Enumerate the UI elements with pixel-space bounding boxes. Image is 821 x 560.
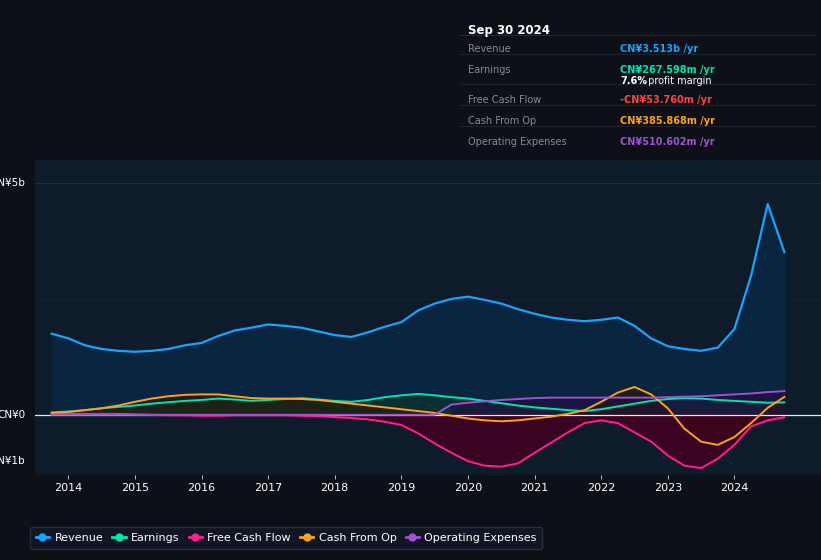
Text: CN¥3.513b /yr: CN¥3.513b /yr (620, 44, 698, 54)
Legend: Revenue, Earnings, Free Cash Flow, Cash From Op, Operating Expenses: Revenue, Earnings, Free Cash Flow, Cash … (30, 528, 543, 549)
Text: Free Cash Flow: Free Cash Flow (468, 95, 541, 105)
Text: CN¥267.598m /yr: CN¥267.598m /yr (620, 65, 715, 75)
Text: profit margin: profit margin (645, 76, 712, 86)
Text: Sep 30 2024: Sep 30 2024 (468, 24, 550, 37)
Text: 7.6%: 7.6% (620, 76, 647, 86)
Text: CN¥0: CN¥0 (0, 410, 25, 420)
Text: CN¥5b: CN¥5b (0, 178, 25, 188)
Text: -CN¥1b: -CN¥1b (0, 456, 25, 466)
Text: Cash From Op: Cash From Op (468, 116, 536, 126)
Text: Earnings: Earnings (468, 65, 511, 75)
Text: Revenue: Revenue (468, 44, 511, 54)
Text: Operating Expenses: Operating Expenses (468, 137, 566, 147)
Text: CN¥510.602m /yr: CN¥510.602m /yr (620, 137, 714, 147)
Text: CN¥385.868m /yr: CN¥385.868m /yr (620, 116, 715, 126)
Text: -CN¥53.760m /yr: -CN¥53.760m /yr (620, 95, 712, 105)
